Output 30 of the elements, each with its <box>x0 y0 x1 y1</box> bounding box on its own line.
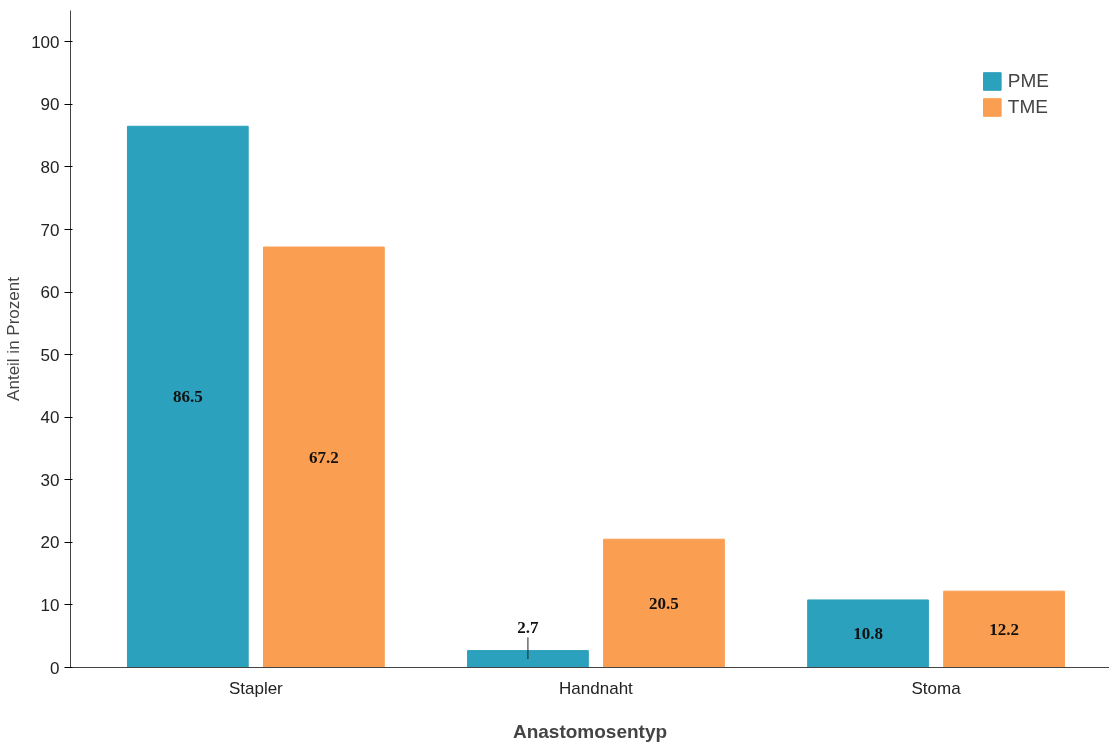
bar <box>126 125 249 668</box>
bar <box>943 590 1065 668</box>
bar <box>467 650 589 668</box>
y-tick-label: 80 <box>40 157 60 177</box>
x-tick-label: Handnaht <box>559 678 634 698</box>
data-label: 2.7 <box>517 618 540 638</box>
data-label: 12.2 <box>989 619 1019 639</box>
bar <box>603 538 725 668</box>
y-tick-label: 90 <box>40 95 60 115</box>
y-tick-label: 30 <box>40 470 60 490</box>
y-tick-label: 0 <box>50 658 60 678</box>
y-tick-label: 40 <box>40 408 60 428</box>
data-label: 10.8 <box>853 624 883 644</box>
data-label: 67.2 <box>309 447 339 467</box>
data-label: 86.5 <box>172 387 203 407</box>
y-tick-label: 70 <box>40 220 60 240</box>
y-tick-label: 100 <box>31 32 60 52</box>
y-tick-label: 60 <box>40 283 60 303</box>
data-label: 20.5 <box>649 593 679 613</box>
legend-label: PME <box>1007 70 1049 92</box>
y-tick-label: 50 <box>40 345 60 365</box>
x-tick-label: Stoma <box>911 678 962 698</box>
x-axis-title: Anastomosentyp <box>512 720 668 742</box>
bar <box>263 246 385 668</box>
x-tick-label: Stapler <box>228 678 284 698</box>
legend-label: TME <box>1007 96 1048 118</box>
y-tick-label: 20 <box>40 533 60 553</box>
y-tick-label: 10 <box>40 595 60 615</box>
bar <box>807 599 929 668</box>
y-axis-title: Anteil in Prozent <box>4 276 24 401</box>
